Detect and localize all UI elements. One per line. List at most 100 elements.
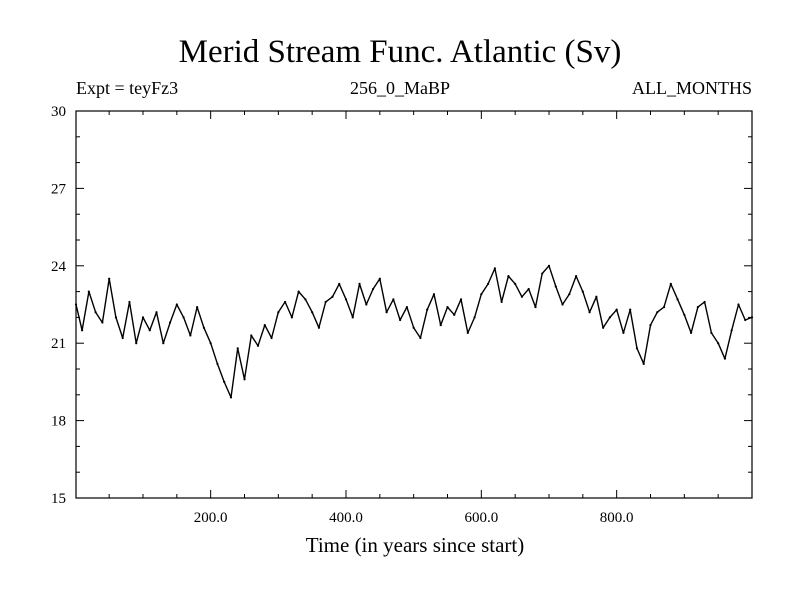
data-point <box>317 326 321 329</box>
x-tick-label: 200.0 <box>194 510 228 526</box>
data-point <box>202 326 205 329</box>
data-point <box>155 311 158 314</box>
data-point <box>744 318 747 322</box>
data-point <box>182 316 185 319</box>
series-line <box>75 265 753 399</box>
y-tick-label: 18 <box>51 414 66 430</box>
chart-title: Merid Stream Func. Atlantic (Sv) <box>178 34 622 70</box>
data-point <box>270 336 273 340</box>
data-point <box>622 331 625 334</box>
data-point <box>676 298 679 301</box>
data-point <box>311 311 314 314</box>
data-point <box>189 334 192 337</box>
data-point <box>466 331 469 334</box>
data-point <box>399 318 402 322</box>
data-point <box>554 285 557 288</box>
data-point <box>730 329 733 332</box>
data-point <box>547 264 551 267</box>
data-point <box>446 305 449 309</box>
data-point <box>263 324 266 327</box>
data-point <box>223 380 226 383</box>
y-tick-label: 21 <box>51 336 66 352</box>
data-point <box>324 300 327 304</box>
data-point <box>168 321 172 324</box>
period-label: 256_0_MaBP <box>349 78 450 98</box>
data-point <box>683 313 686 316</box>
data-point <box>392 298 395 301</box>
x-tick-label: 600.0 <box>464 510 498 526</box>
y-tick-label: 24 <box>51 259 67 275</box>
data-point <box>520 295 524 298</box>
data-point <box>236 347 239 350</box>
x-tick-label: 400.0 <box>329 510 363 526</box>
data-point <box>80 329 84 332</box>
data-point <box>412 326 415 329</box>
data-point <box>615 308 618 311</box>
data-point <box>703 300 706 304</box>
data-point <box>574 275 578 278</box>
data-point <box>101 321 104 324</box>
months-label: ALL_MONTHS <box>632 78 752 98</box>
data-point <box>642 362 645 365</box>
data-point <box>250 334 253 337</box>
data-point <box>405 305 408 309</box>
data-point <box>243 378 246 381</box>
data-point <box>635 347 639 350</box>
data-point <box>256 344 260 347</box>
data-point <box>277 311 280 314</box>
data-point <box>162 342 165 345</box>
data-point <box>629 308 632 311</box>
data-point <box>378 277 381 280</box>
y-tick-label: 30 <box>51 104 66 120</box>
data-point <box>750 316 754 319</box>
data-point <box>439 324 442 327</box>
data-point <box>175 303 178 306</box>
data-point <box>689 331 693 334</box>
data-point <box>737 303 740 306</box>
data-point <box>290 316 293 319</box>
data-point <box>514 282 517 285</box>
data-point <box>229 396 233 399</box>
data-point <box>385 311 388 314</box>
data-point <box>419 336 422 340</box>
data-point <box>527 287 530 291</box>
data-point <box>209 342 212 345</box>
data-point <box>717 342 720 345</box>
data-point <box>74 303 78 306</box>
data-point <box>135 342 138 345</box>
data-point <box>108 277 111 280</box>
data-point <box>662 305 666 309</box>
data-point <box>480 293 483 296</box>
data-point <box>371 287 375 291</box>
data-point <box>283 300 287 304</box>
data-point <box>351 316 354 319</box>
data-point <box>588 311 591 314</box>
data-point <box>432 293 436 296</box>
data-point <box>608 316 611 319</box>
data-point <box>304 298 307 301</box>
data-point <box>669 282 672 285</box>
data-point <box>561 303 564 306</box>
data-point <box>426 308 429 311</box>
data-point <box>196 305 199 309</box>
data-point <box>696 305 699 309</box>
data-point <box>541 272 544 275</box>
y-tick-label: 27 <box>51 181 67 197</box>
data-point <box>473 316 476 319</box>
experiment-label: Expt = teyFz3 <box>76 78 179 98</box>
data-point <box>710 331 713 334</box>
data-point <box>568 293 571 296</box>
data-point <box>649 324 652 327</box>
data-point <box>656 311 659 314</box>
data-point <box>365 303 368 306</box>
data-point <box>94 311 97 314</box>
data-point <box>216 362 219 365</box>
data-point <box>148 329 151 332</box>
data-point <box>338 282 341 285</box>
data-point <box>344 298 348 301</box>
data-point <box>486 282 490 285</box>
x-tick-label: 800.0 <box>600 510 634 526</box>
data-point <box>297 290 300 293</box>
data-point <box>141 316 145 319</box>
